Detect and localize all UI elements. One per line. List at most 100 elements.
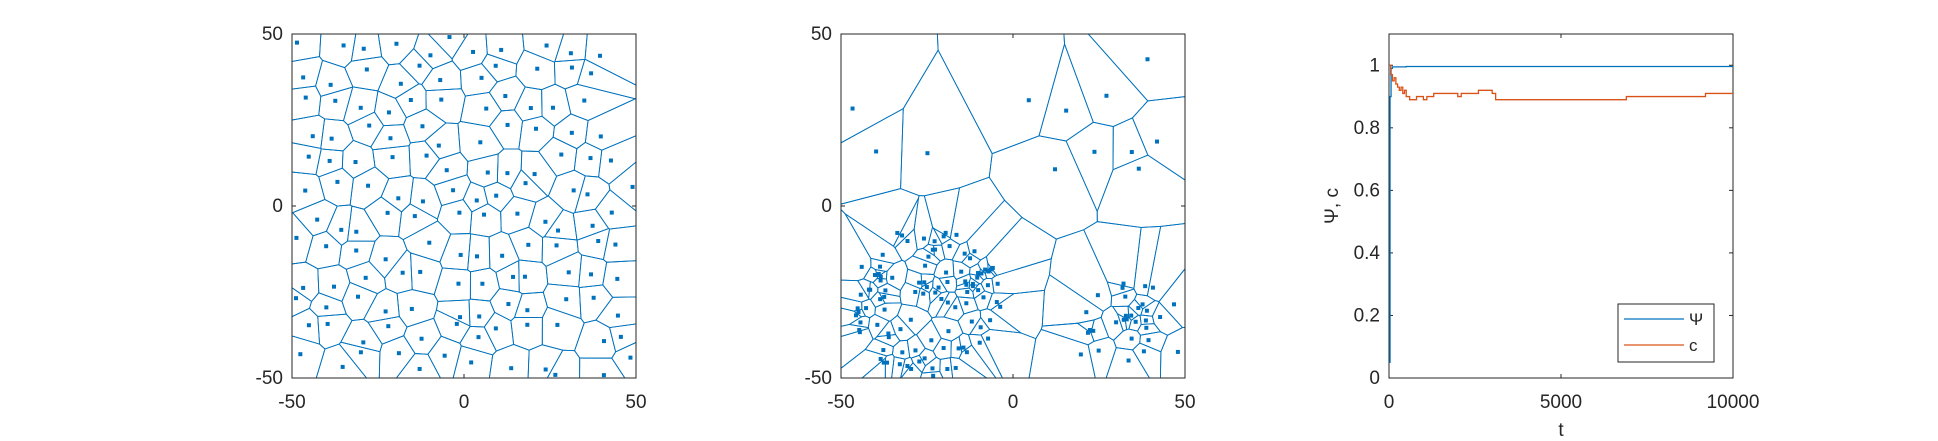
seed-point: [475, 254, 479, 259]
seed-point: [883, 288, 888, 293]
x-tick-label: 5000: [1540, 392, 1582, 413]
seed-point: [383, 257, 388, 262]
seed-point: [874, 149, 879, 154]
voronoi-cell: [1096, 154, 1186, 228]
seed-point: [1145, 57, 1150, 62]
seed-point: [953, 305, 958, 310]
x-axis-label: t: [1558, 420, 1564, 441]
voronoi-cell: [932, 226, 951, 245]
voronoi-cell: [978, 267, 988, 281]
seed-point: [525, 322, 530, 327]
voronoi-cell: [921, 356, 941, 374]
seed-point: [479, 75, 484, 80]
seed-point: [383, 309, 388, 314]
seed-point: [354, 248, 359, 253]
seed-point: [615, 313, 620, 318]
seed-point: [354, 229, 359, 234]
seed-point: [418, 269, 423, 274]
seed-point: [306, 154, 311, 159]
seed-point: [881, 348, 886, 353]
seed-point: [956, 346, 961, 351]
seed-point: [601, 373, 606, 378]
y-tick-label: 1: [1369, 55, 1380, 76]
seed-point: [556, 228, 561, 233]
seed-point: [409, 306, 414, 311]
voronoi-cell: [877, 282, 901, 298]
seed-point: [1123, 313, 1128, 318]
seed-point: [878, 297, 883, 302]
seed-point: [932, 239, 937, 244]
seed-point: [532, 172, 537, 177]
seed-point: [480, 281, 485, 286]
seed-point: [366, 183, 371, 188]
seed-point: [294, 296, 298, 301]
seed-point: [983, 267, 988, 272]
seed-point: [522, 274, 527, 279]
seed-point: [1158, 315, 1163, 320]
seed-point: [994, 300, 999, 305]
seed-point: [367, 123, 372, 128]
seed-point: [505, 171, 510, 176]
voronoi-cell: [875, 320, 897, 338]
seed-points: [850, 57, 1180, 378]
seed-point: [596, 239, 601, 244]
seed-point: [1126, 358, 1131, 363]
seed-point: [482, 212, 487, 217]
seed-point: [953, 365, 958, 370]
y-tick-label: -50: [805, 368, 832, 389]
seed-point: [335, 179, 340, 184]
series-lines: [1389, 64, 1733, 364]
seed-point: [995, 281, 1000, 286]
seed-point: [868, 287, 873, 292]
seed-point: [924, 285, 929, 290]
seed-point: [900, 350, 905, 355]
seed-point: [959, 269, 964, 274]
voronoi-cell: [1038, 42, 1094, 142]
seed-point: [493, 326, 498, 331]
series-line-c: [1389, 64, 1733, 101]
seed-point: [361, 46, 366, 51]
y-tick-label: 0.2: [1354, 305, 1380, 326]
seed-point: [900, 233, 905, 238]
seed-point: [1091, 328, 1096, 333]
seed-point: [559, 152, 564, 157]
seed-point: [310, 134, 315, 139]
seed-point: [457, 210, 462, 215]
seed-point: [876, 271, 881, 276]
voronoi-cell: [932, 275, 948, 294]
seed-point: [544, 43, 549, 48]
seed-point: [361, 340, 366, 345]
series-line-psi: [1389, 65, 1733, 364]
seed-point: [454, 321, 459, 326]
seed-point: [569, 130, 574, 135]
seed-point: [1129, 150, 1134, 155]
seed-point: [1140, 302, 1145, 307]
seed-point: [925, 151, 930, 156]
seed-point: [856, 310, 861, 315]
seed-point: [420, 124, 425, 129]
seed-point: [1144, 308, 1149, 313]
seed-point: [878, 356, 883, 361]
seed-point: [890, 275, 895, 280]
seed-point: [886, 335, 891, 340]
seed-point: [598, 53, 602, 58]
x-tick-label: 10000: [1707, 392, 1760, 413]
seed-point: [589, 272, 594, 277]
seed-point: [555, 322, 560, 327]
seed-point: [945, 300, 950, 305]
seed-point: [897, 362, 902, 367]
seed-point: [1078, 352, 1083, 357]
seed-point: [427, 240, 432, 245]
seed-point: [553, 372, 558, 377]
seed-point: [913, 289, 918, 294]
seed-point: [458, 252, 463, 257]
seed-point: [1095, 293, 1100, 298]
seed-point: [917, 359, 922, 364]
seed-point: [933, 247, 938, 252]
seed-point: [885, 360, 889, 365]
seed-point: [515, 211, 520, 216]
seed-point: [526, 242, 531, 247]
seed-point: [615, 276, 620, 281]
seed-point: [961, 345, 966, 350]
seed-point: [424, 153, 429, 158]
